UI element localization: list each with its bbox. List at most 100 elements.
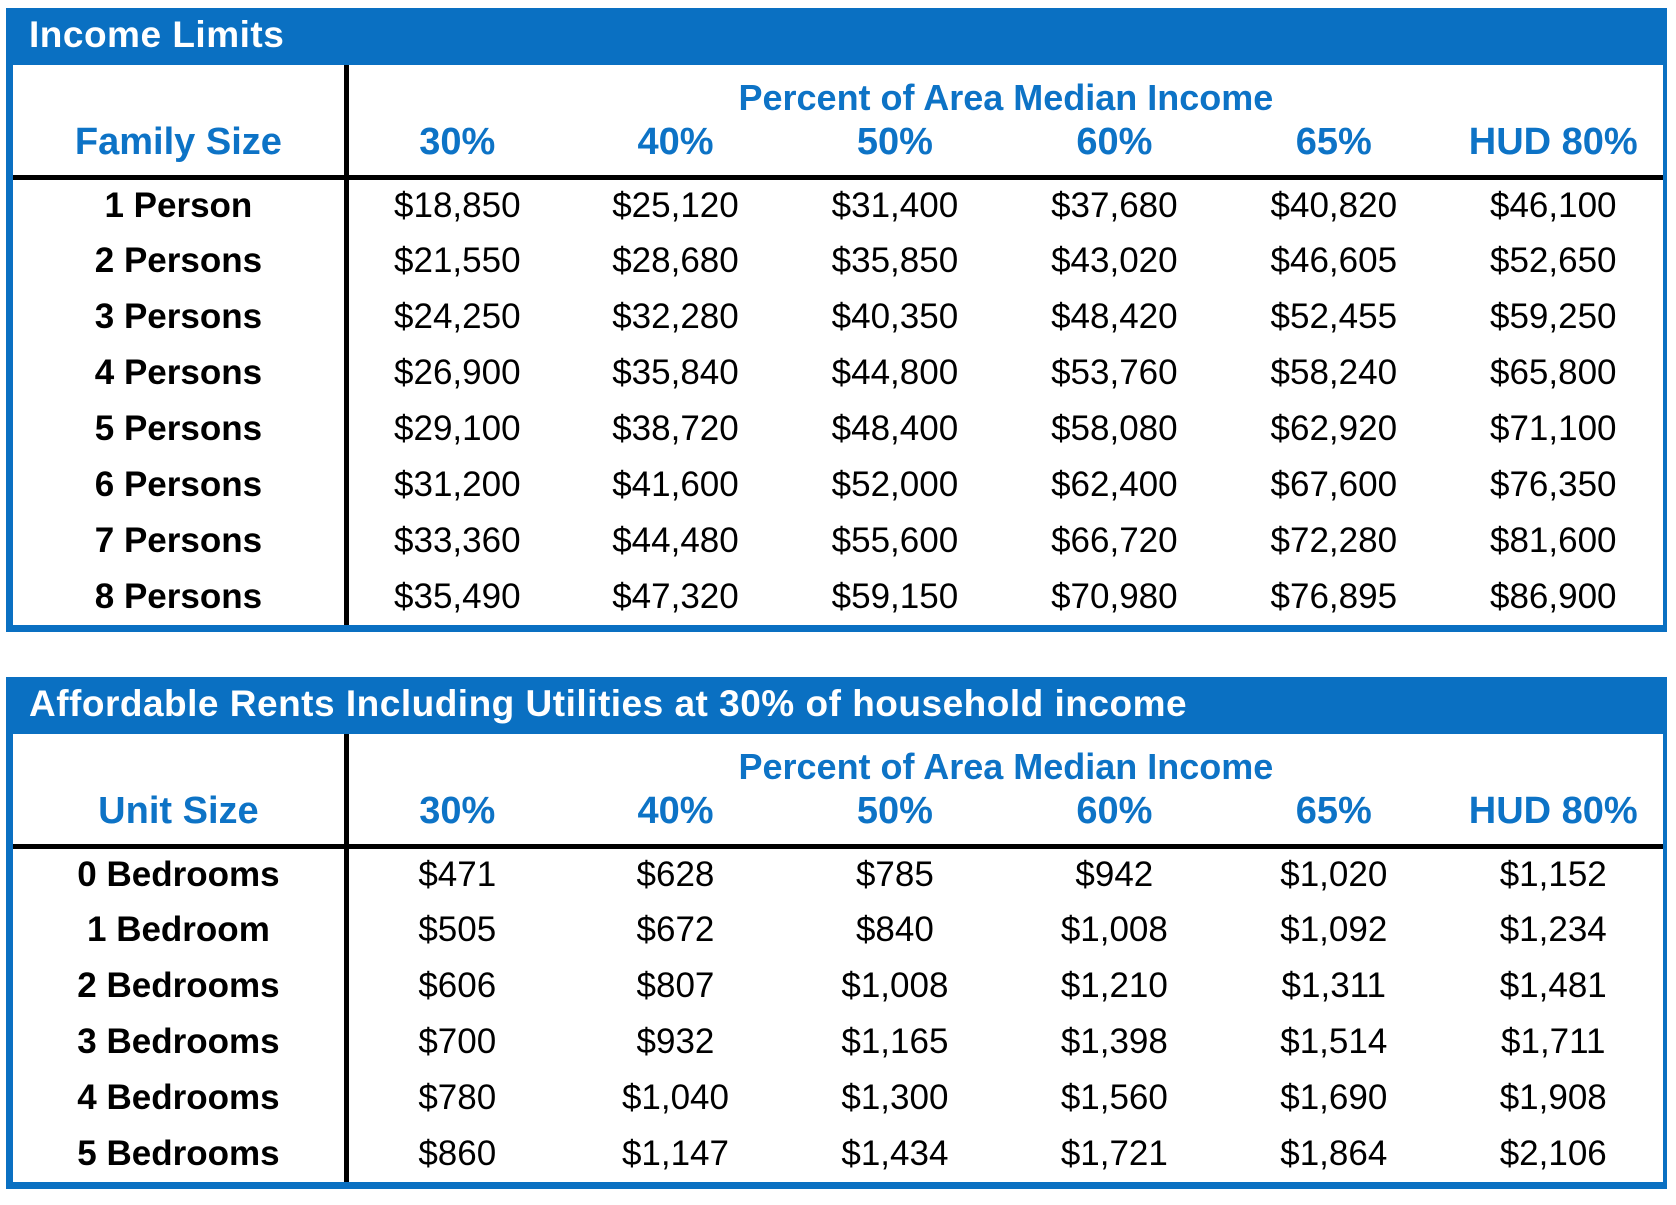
- rent-cell: $1,008: [1060, 910, 1168, 949]
- income-table-row: 1 Person $18,850 $25,120 $31,400 $37,680…: [13, 177, 1663, 233]
- row-label: 1 Bedroom: [13, 902, 349, 958]
- income-cell: $28,680: [612, 241, 739, 280]
- income-cell: $46,100: [1489, 186, 1617, 226]
- rents-table-row: 2 Bedrooms $606 $807 $1,008 $1,210 $1,31…: [13, 958, 1663, 1014]
- income-cell: $67,600: [1270, 465, 1398, 504]
- rent-cell: $628: [636, 855, 715, 895]
- rent-cell: $807: [636, 966, 715, 1005]
- income-cell: $76,350: [1489, 465, 1617, 504]
- income-table-row: 7 Persons $33,360 $44,480 $55,600 $66,72…: [13, 513, 1663, 569]
- income-cell: $26,900: [394, 353, 521, 392]
- rent-cell: $1,434: [841, 1134, 949, 1173]
- rents-col-header-50: 50%: [785, 786, 1005, 849]
- income-col-header-60: 60%: [1004, 117, 1225, 180]
- rent-cell: $932: [636, 1022, 715, 1061]
- income-cell: $40,820: [1270, 186, 1398, 226]
- rent-cell: $1,398: [1060, 1022, 1168, 1061]
- income-cell: $38,720: [612, 409, 739, 448]
- rent-cell: $942: [1075, 855, 1154, 895]
- income-cell: $81,600: [1489, 521, 1617, 560]
- income-limits-table: Income Limits Percent of Area Median Inc…: [6, 8, 1667, 632]
- income-cell: $29,100: [394, 409, 521, 448]
- rent-cell: $700: [418, 1022, 497, 1061]
- income-col-header-65: 65%: [1224, 117, 1444, 180]
- income-group-header-row: Percent of Area Median Income: [13, 65, 1663, 117]
- row-label: 4 Persons: [13, 345, 349, 401]
- rent-cell: $1,152: [1499, 855, 1607, 895]
- income-table-row: 5 Persons $29,100 $38,720 $48,400 $58,08…: [13, 401, 1663, 457]
- income-cell: $35,850: [831, 241, 959, 280]
- income-col-header-40: 40%: [565, 117, 786, 180]
- income-table-row: 8 Persons $35,490 $47,320 $59,150 $70,98…: [13, 569, 1663, 625]
- income-cell: $86,900: [1489, 577, 1617, 616]
- rents-ami-group-header: Percent of Area Median Income: [738, 746, 1274, 786]
- rent-cell: $672: [636, 910, 715, 949]
- rent-cell: $1,040: [621, 1078, 729, 1117]
- rent-cell: $1,908: [1499, 1078, 1607, 1117]
- rent-cell: $1,234: [1499, 910, 1607, 949]
- rents-column-header-row: Unit Size 30% 40% 50% 60% 65% HUD 80%: [13, 786, 1663, 849]
- row-label: 1 Person: [13, 177, 349, 233]
- income-table-row: 2 Persons $21,550 $28,680 $35,850 $43,02…: [13, 233, 1663, 289]
- rents-col-header-40: 40%: [565, 786, 786, 849]
- row-label: 7 Persons: [13, 513, 349, 569]
- row-label: 5 Bedrooms: [13, 1126, 349, 1182]
- affordable-rents-grid: Percent of Area Median Income Unit Size …: [13, 734, 1663, 1182]
- income-column-header-row: Family Size 30% 40% 50% 60% 65% HUD 80%: [13, 117, 1663, 180]
- row-label: 2 Persons: [13, 233, 349, 289]
- rent-cell: $780: [418, 1078, 497, 1117]
- row-label: 6 Persons: [13, 457, 349, 513]
- rent-cell: $1,690: [1280, 1078, 1388, 1117]
- income-cell: $35,490: [394, 577, 521, 616]
- income-group-header-spacer: [13, 65, 349, 117]
- income-cell: $37,680: [1051, 186, 1178, 226]
- rents-col-header-60: 60%: [1004, 786, 1225, 849]
- row-label: 4 Bedrooms: [13, 1070, 349, 1126]
- rents-table-row: 4 Bedrooms $780 $1,040 $1,300 $1,560 $1,…: [13, 1070, 1663, 1126]
- rent-cell: $1,560: [1060, 1078, 1168, 1117]
- rent-cell: $471: [418, 855, 497, 895]
- rent-cell: $1,864: [1280, 1134, 1388, 1173]
- income-table-row: 6 Persons $31,200 $41,600 $52,000 $62,40…: [13, 457, 1663, 513]
- unit-size-header: Unit Size: [13, 786, 349, 849]
- affordable-rents-table: Affordable Rents Including Utilities at …: [6, 677, 1667, 1189]
- rents-table-row: 0 Bedrooms $471 $628 $785 $942 $1,020 $1…: [13, 846, 1663, 902]
- rent-cell: $1,721: [1060, 1134, 1168, 1173]
- income-cell: $47,320: [612, 577, 739, 616]
- income-cell: $44,480: [612, 521, 739, 560]
- rent-cell: $1,165: [841, 1022, 949, 1061]
- rent-cell: $785: [855, 855, 934, 895]
- income-cell: $53,760: [1051, 353, 1178, 392]
- income-cell: $52,455: [1270, 297, 1398, 336]
- income-cell: $31,200: [394, 465, 521, 504]
- rent-cell: $1,020: [1280, 855, 1388, 895]
- rent-cell: $1,300: [841, 1078, 949, 1117]
- rent-cell: $1,092: [1280, 910, 1388, 949]
- income-table-row: 3 Persons $24,250 $32,280 $40,350 $48,42…: [13, 289, 1663, 345]
- rent-cell: $1,147: [621, 1134, 729, 1173]
- income-cell: $44,800: [831, 353, 959, 392]
- rent-cell: $505: [418, 910, 497, 949]
- row-label: 5 Persons: [13, 401, 349, 457]
- income-cell: $58,080: [1051, 409, 1178, 448]
- rents-col-header-hud80: HUD 80%: [1443, 786, 1663, 849]
- rent-cell: $2,106: [1499, 1134, 1607, 1173]
- income-col-header-hud80: HUD 80%: [1443, 117, 1663, 180]
- income-cell: $71,100: [1489, 409, 1617, 448]
- income-cell: $35,840: [612, 353, 739, 392]
- rents-table-row: 3 Bedrooms $700 $932 $1,165 $1,398 $1,51…: [13, 1014, 1663, 1070]
- income-cell: $70,980: [1051, 577, 1178, 616]
- rents-table-row: 1 Bedroom $505 $672 $840 $1,008 $1,092 $…: [13, 902, 1663, 958]
- income-col-header-30: 30%: [346, 117, 566, 180]
- income-cell: $32,280: [612, 297, 739, 336]
- income-cell: $48,420: [1051, 297, 1178, 336]
- row-label: 8 Persons: [13, 569, 349, 625]
- income-cell: $43,020: [1051, 241, 1178, 280]
- income-cell: $62,400: [1051, 465, 1178, 504]
- income-cell: $48,400: [831, 409, 959, 448]
- income-cell: $21,550: [394, 241, 521, 280]
- rent-cell: $1,711: [1501, 1022, 1606, 1061]
- row-label: 0 Bedrooms: [13, 846, 349, 902]
- rent-cell: $1,481: [1499, 966, 1607, 1005]
